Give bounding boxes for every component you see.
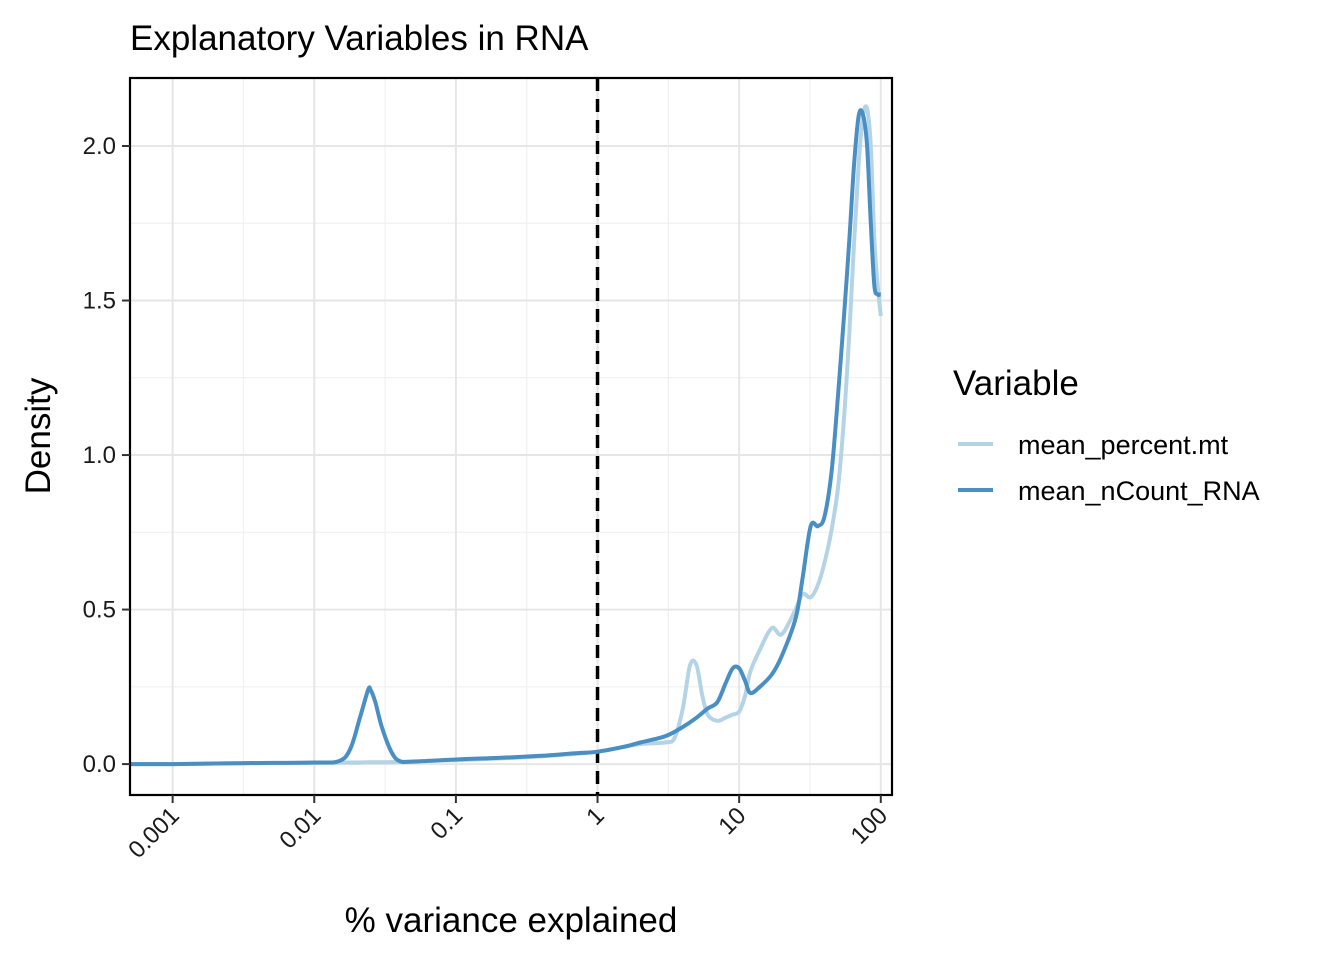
y-tick-label: 1.5 bbox=[83, 288, 116, 315]
y-tick-label: 1.0 bbox=[83, 442, 116, 469]
legend-label-1: mean_nCount_RNA bbox=[1018, 476, 1260, 506]
y-tick-label: 0.5 bbox=[83, 597, 116, 624]
chart-title: Explanatory Variables in RNA bbox=[130, 19, 589, 58]
y-tick-label: 2.0 bbox=[83, 133, 116, 160]
series-line-1 bbox=[129, 108, 882, 767]
y-axis-label: Density bbox=[19, 377, 58, 494]
x-axis-title: % variance explained bbox=[345, 901, 678, 940]
legend: Variable mean_percent.mt mean_nCount_RNA bbox=[953, 364, 1260, 506]
legend-items: mean_percent.mt mean_nCount_RNA bbox=[958, 430, 1260, 506]
legend-title: Variable bbox=[953, 364, 1079, 403]
grid bbox=[130, 78, 892, 795]
series-layer bbox=[129, 104, 883, 767]
y-tick-label: 0.0 bbox=[83, 751, 116, 778]
legend-label-0: mean_percent.mt bbox=[1018, 430, 1229, 460]
plot-panel-border bbox=[128, 76, 894, 797]
